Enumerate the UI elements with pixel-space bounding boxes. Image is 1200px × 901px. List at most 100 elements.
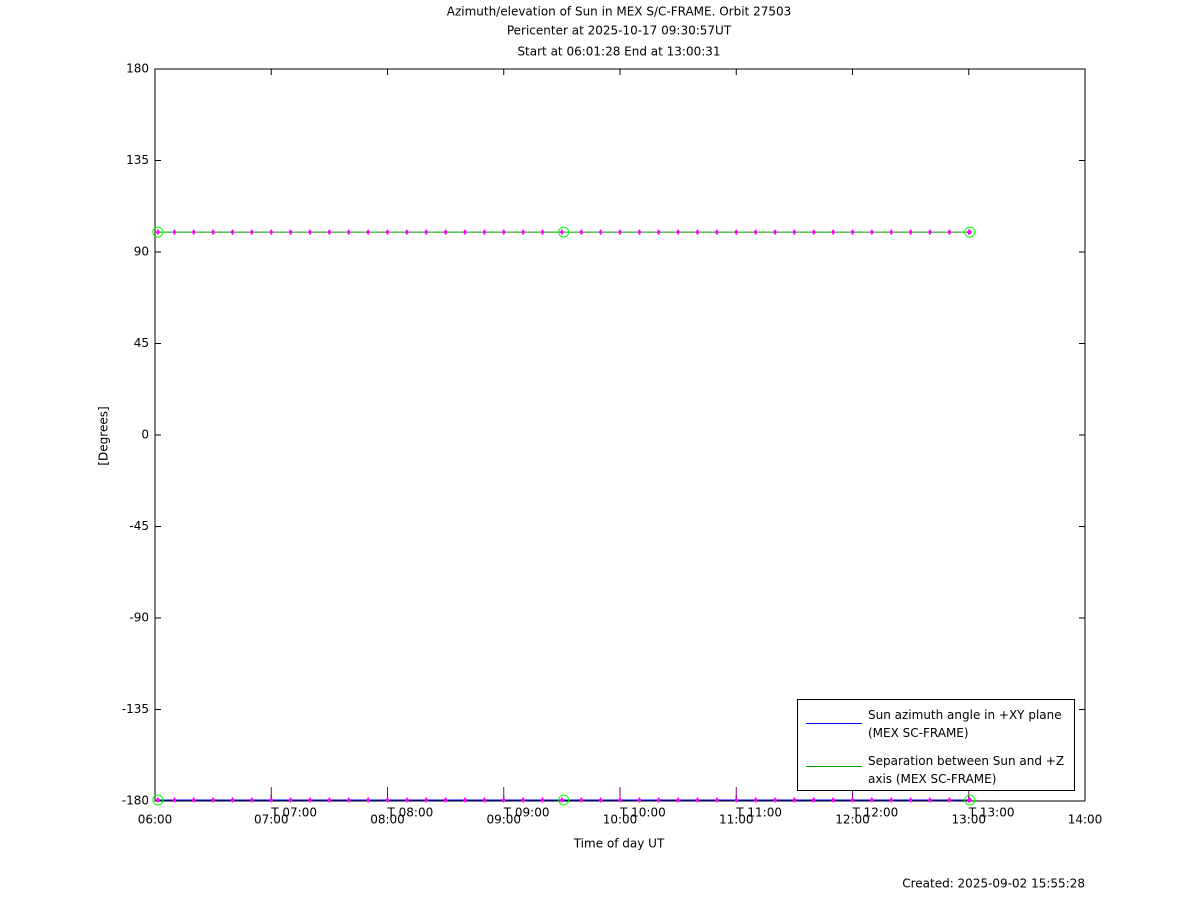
y-tick-label: 180 [126, 62, 149, 76]
point [540, 796, 545, 803]
point [947, 796, 952, 803]
x-tick-label: 09:00 [486, 813, 521, 827]
point [869, 796, 874, 803]
point [288, 796, 293, 803]
point [579, 796, 584, 803]
point [734, 229, 739, 236]
hour-label: T 11:00 [735, 806, 782, 820]
y-tick-label: 45 [134, 336, 149, 350]
point [463, 229, 468, 236]
point [366, 796, 371, 803]
point [831, 796, 836, 803]
point [249, 229, 254, 236]
point [772, 229, 777, 236]
point [908, 229, 913, 236]
point [424, 229, 429, 236]
point [811, 796, 816, 803]
legend: Sun azimuth angle in +XY plane (MEX SC-F… [797, 699, 1075, 791]
point [618, 796, 622, 803]
plot-frame [154, 68, 1086, 802]
event-marker [558, 226, 570, 238]
chart-subtitle: Start at 06:01:28 End at 13:00:31 [517, 45, 720, 59]
legend-swatch [806, 723, 862, 724]
point [908, 796, 913, 803]
event-marker [152, 794, 164, 806]
point [155, 796, 160, 803]
point [598, 229, 603, 236]
event-marker [964, 226, 976, 238]
point [172, 229, 177, 236]
point [327, 796, 332, 803]
point [869, 229, 874, 236]
y-axis-label: [Degrees] [97, 406, 111, 465]
point [269, 796, 274, 803]
point [889, 229, 894, 236]
x-tick-label: 13:00 [951, 813, 986, 827]
event-marker [152, 226, 164, 238]
point [249, 796, 254, 803]
hour-label: T 12:00 [852, 806, 899, 820]
point [521, 229, 526, 236]
event-marker [558, 794, 570, 806]
point [928, 229, 933, 236]
point [695, 796, 700, 803]
point [346, 229, 351, 236]
point [211, 229, 216, 236]
point [269, 229, 274, 236]
point [385, 796, 390, 803]
point [307, 229, 312, 236]
point [327, 229, 332, 236]
point [714, 796, 719, 803]
footer: Created: 2025-09-02 15:55:28 [902, 877, 1085, 891]
point [967, 796, 972, 803]
point [792, 796, 797, 803]
x-tick-label: 08:00 [370, 813, 405, 827]
point [734, 796, 739, 803]
point [714, 229, 719, 236]
chart-title: Azimuth/elevation of Sun in MEX S/C-FRAM… [447, 5, 792, 19]
legend-entry: Separation between Sun and +Z axis (MEX … [868, 754, 1065, 786]
hour-label: T 10:00 [619, 806, 666, 820]
point [366, 229, 371, 236]
legend-swatch [806, 766, 862, 767]
y-tick-label: -135 [122, 702, 149, 716]
x-tick-label: 12:00 [835, 813, 870, 827]
point [811, 229, 816, 236]
point [676, 229, 681, 236]
point [404, 229, 409, 236]
y-tick-label: 135 [126, 153, 149, 167]
point [424, 796, 429, 803]
y-tick-label: 90 [134, 245, 149, 259]
point [307, 796, 312, 803]
x-tick-label: 11:00 [719, 813, 754, 827]
y-tick-label: -90 [129, 611, 149, 625]
point [211, 796, 216, 803]
point [404, 796, 409, 803]
point [191, 796, 196, 803]
point [482, 229, 487, 236]
point [559, 796, 564, 803]
point [540, 229, 545, 236]
point [850, 796, 855, 803]
point [559, 229, 564, 236]
hour-label: T 08:00 [387, 806, 434, 820]
point [230, 796, 235, 803]
point [230, 229, 235, 236]
point [579, 229, 584, 236]
point [753, 229, 758, 236]
point [792, 229, 797, 236]
point [501, 796, 506, 803]
y-tick-label: 0 [141, 428, 149, 442]
point [889, 796, 894, 803]
point [967, 229, 972, 236]
point [637, 796, 642, 803]
point [831, 229, 836, 236]
point [155, 229, 160, 236]
point [598, 796, 603, 803]
point [928, 796, 933, 803]
point [443, 229, 448, 236]
x-tick-label: 10:00 [603, 813, 638, 827]
legend-entry: Sun azimuth angle in +XY plane (MEX SC-F… [868, 708, 1062, 740]
